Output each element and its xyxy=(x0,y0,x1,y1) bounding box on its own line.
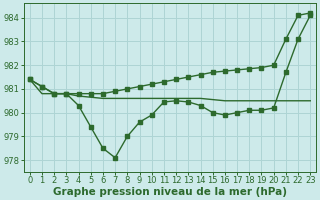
X-axis label: Graphe pression niveau de la mer (hPa): Graphe pression niveau de la mer (hPa) xyxy=(53,187,287,197)
